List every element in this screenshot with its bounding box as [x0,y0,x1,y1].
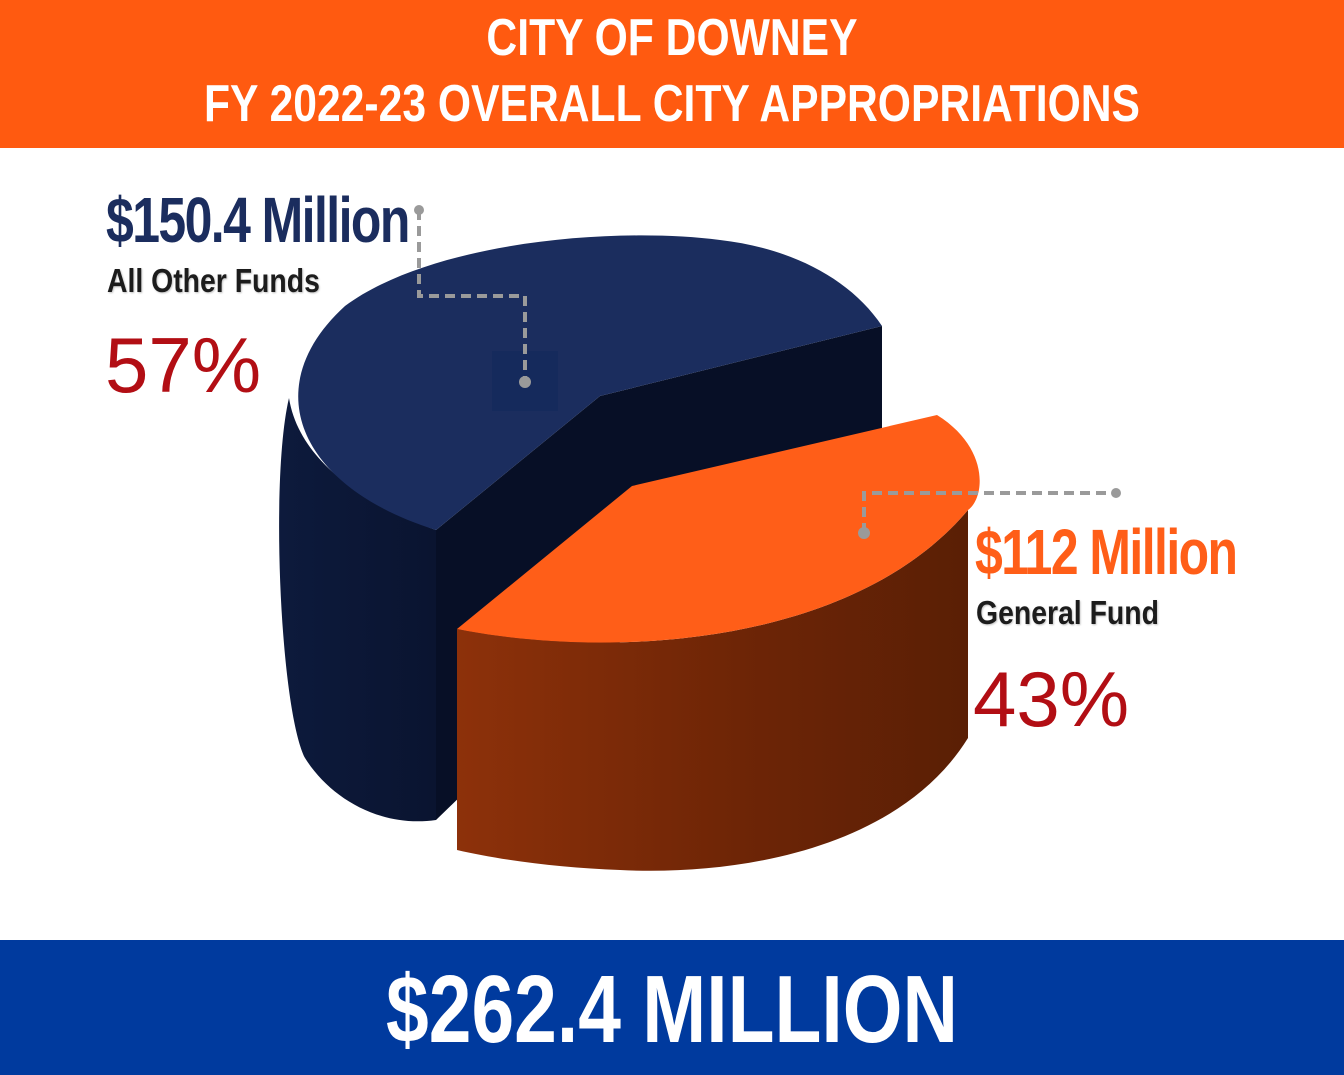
slice-all-other-funds-side [279,398,436,822]
slice-general-fund-side [457,510,968,871]
title-line-2: FY 2022-23 OVERALL CITY APPROPRIATIONS [204,75,1140,133]
leader-dot-all-other-funds-end [414,205,424,215]
leader-line-general-fund [862,491,1116,533]
label-other-funds-percent: 57% [105,321,262,409]
title-banner: CITY OF DOWNEY FY 2022-23 OVERALL CITY A… [0,0,1344,148]
pie-chart-svg [279,205,1121,871]
label-general-fund-percent: 43% [973,655,1130,743]
label-general-fund-amount: $112 Million [975,516,1238,588]
label-other-funds-amount: $150.4 Million [106,184,410,256]
pie-chart: $150.4 Million All Other Funds 57% $112 … [0,148,1344,940]
slice-general-fund-top [457,415,980,643]
leader-dot-general-fund-end [1111,488,1121,498]
label-other-funds-name: All Other Funds [107,262,320,299]
total-banner: $262.4 MILLION [0,940,1344,1075]
label-general-fund-name: General Fund [976,594,1159,631]
leader-dot-general-fund-start [858,527,870,539]
title-line-1: CITY OF DOWNEY [486,9,858,67]
leader-dot-all-other-funds-start [519,376,531,388]
slice-all-other-funds-top [298,235,882,530]
total-amount: $262.4 MILLION [386,956,958,1063]
slice-general-fund [457,415,980,871]
